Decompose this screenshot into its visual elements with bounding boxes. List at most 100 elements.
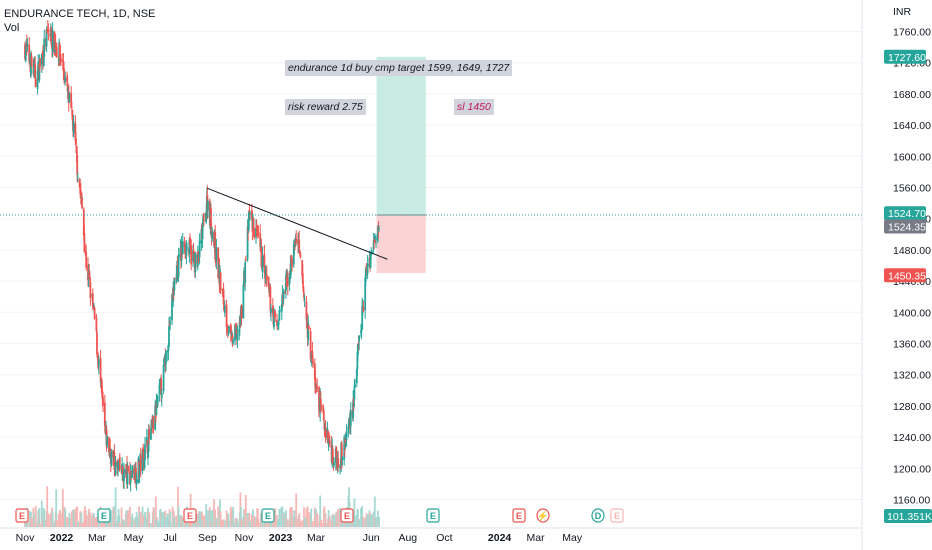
candle-body [196,254,199,267]
candle-body [61,60,64,62]
time-axis-label: May [124,532,145,544]
candle-body [303,299,306,301]
candle-body [247,211,250,230]
candle-body [214,232,217,260]
candle-body [133,467,136,480]
event-badge: E [340,508,354,523]
candle-body [186,246,188,248]
candle-body [375,238,377,240]
candle-body [142,449,145,466]
candle-body [282,291,285,299]
time-axis-label: Mar [88,532,107,544]
note-stop-loss[interactable]: sl 1450 [454,99,494,115]
volume-bar [144,511,146,527]
candle-body [138,466,141,475]
event-badge: E [97,508,111,523]
volume-bar [127,510,130,527]
candle-body [315,387,318,390]
volume-bar [236,518,239,527]
candle-body [373,240,376,242]
event-badge-frame [183,508,197,523]
volume-bar [139,511,142,527]
volume-bar [118,522,121,527]
candle-body [307,325,310,330]
volume-bar [70,511,73,527]
volume-bar [375,517,377,527]
candle-body [331,449,334,464]
candle-body [307,322,310,341]
candle-body [131,465,134,475]
candle-body [66,83,69,92]
candle-body [260,246,263,267]
candle-body [173,278,176,291]
candle-body [273,309,275,328]
candle-body [257,232,260,234]
volume-bar [46,486,49,527]
volume-bar [291,507,293,527]
candle-body [117,466,120,468]
candle-body [177,254,180,278]
volume-label: Vol [4,22,20,34]
volume-bar [202,515,205,527]
candle-body [309,331,312,360]
candle-body [59,54,62,58]
price-axis-label: 1240.00 [893,432,931,444]
stop-price-tag: 1450.35 [888,270,926,282]
candle-body [364,267,367,281]
volume-bar [190,518,193,527]
candle-body [80,196,83,198]
volume-bar [257,518,260,527]
time-axis-label: May [562,532,583,544]
candle-body [175,265,178,282]
volume-bar [228,520,230,527]
volume-bar [316,513,319,527]
volume-bar [166,513,169,527]
volume-bar [331,514,334,527]
candle-body [118,457,121,471]
candle-body [75,146,78,154]
volume-bar [81,522,83,527]
candle-body [130,471,133,477]
candle-body [123,468,125,481]
volume-bar [118,514,121,527]
candle-body [83,233,86,253]
candle-body [327,440,330,445]
candle-body [227,334,230,336]
candle-body [369,254,372,268]
candle-body [106,436,109,446]
candle-body [183,240,186,248]
volume-bar [349,518,352,527]
candle-body [93,305,95,307]
candle-body [68,93,71,102]
candle-body [84,249,86,252]
candle-body [335,447,338,459]
candle-body [33,63,36,65]
candle-body [286,275,289,277]
volume-bar [196,515,199,527]
price-axis-label: 1480.00 [893,245,931,257]
candle-body [333,462,335,466]
candle-body [70,93,73,108]
volume-bar [327,509,330,527]
candle-body [291,258,293,267]
volume-bar [135,511,138,527]
candle-body [139,455,142,472]
previous-close-tag-bg [884,219,926,234]
event-badge-letter: E [430,511,436,521]
price-axis-label: 1680.00 [893,89,931,101]
candle-body [85,252,88,268]
note-target[interactable]: endurance 1d buy cmp target 1599, 1649, … [285,60,513,76]
target-price-tag: 1727.60 [888,52,926,64]
note-risk-reward[interactable]: risk reward 2.75 [285,99,366,115]
volume-bar [76,506,79,527]
candle-body [255,224,258,229]
symbol-title[interactable]: ENDURANCE TECH, 1D, NSE [4,8,156,20]
volume-bar [156,519,159,527]
event-badge-letter: E [187,511,193,521]
candle-body [60,58,62,62]
event-badge: E [512,508,526,523]
price-axis-label: 1320.00 [893,370,931,382]
candle-body [38,60,41,81]
volume-bar [378,516,380,527]
